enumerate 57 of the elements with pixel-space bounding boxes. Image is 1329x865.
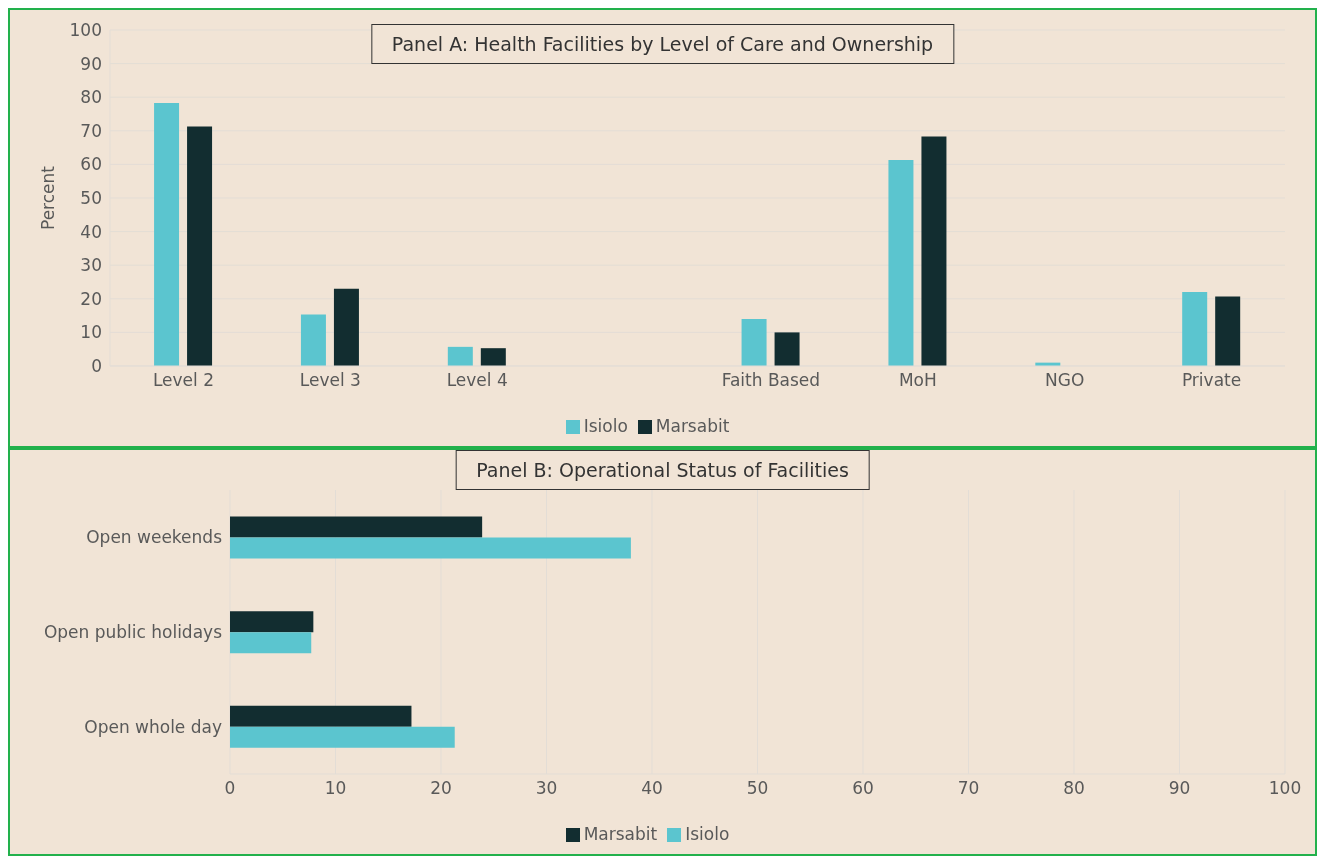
- x-tick-label: 50: [746, 778, 769, 799]
- x-tick-label: 90: [1168, 778, 1191, 799]
- legend-label: Marsabit: [655, 416, 730, 436]
- y-tick-label: 30: [80, 255, 102, 276]
- y-tick-label: 80: [80, 87, 102, 108]
- y-tick-label: 60: [80, 154, 102, 175]
- bar: [1215, 296, 1241, 366]
- legend-label: Marsabit: [583, 824, 658, 844]
- x-tick-label: Level 2: [152, 370, 214, 391]
- x-tick-label: 20: [430, 778, 452, 799]
- x-tick-label: 10: [324, 778, 347, 799]
- bar: [230, 537, 631, 559]
- bar: [230, 516, 483, 538]
- y-tick-label: Open whole day: [84, 716, 222, 737]
- x-tick-label: Private: [1181, 370, 1242, 391]
- bar: [480, 348, 506, 366]
- y-tick-label: Open public holidays: [43, 622, 223, 643]
- y-tick-label: Open weekends: [86, 527, 223, 548]
- bar: [333, 288, 359, 366]
- y-tick-label: 40: [80, 221, 102, 242]
- bar: [921, 136, 947, 366]
- legend-label: Isiolo: [685, 824, 730, 844]
- x-tick-label: 70: [957, 778, 980, 799]
- bar: [888, 160, 914, 366]
- bar: [447, 346, 473, 366]
- y-tick-label: 50: [80, 188, 102, 209]
- y-tick-label: 70: [80, 120, 102, 141]
- bar: [774, 332, 800, 366]
- y-tick-label: 90: [80, 53, 102, 74]
- x-tick-label: 100: [1268, 778, 1302, 799]
- bar: [230, 611, 314, 633]
- bar: [741, 318, 767, 366]
- bar: [187, 126, 213, 366]
- x-tick-label: 0: [224, 778, 236, 799]
- legend-label: Isiolo: [583, 416, 628, 436]
- bar: [230, 726, 455, 748]
- x-tick-label: Level 4: [446, 370, 508, 391]
- x-tick-label: 30: [535, 778, 558, 799]
- y-tick-label: 20: [80, 288, 102, 309]
- x-tick-label: Level 3: [299, 370, 361, 391]
- y-tick-label: 10: [80, 322, 102, 343]
- bar: [154, 102, 180, 366]
- y-tick-label: 100: [69, 20, 102, 41]
- x-tick-label: 60: [852, 778, 874, 799]
- x-tick-label: 80: [1063, 778, 1085, 799]
- bar: [1182, 292, 1208, 366]
- x-tick-label: MoH: [898, 370, 937, 391]
- chart-title: Panel A: Health Facilities by Level of Care and Ownership: [370, 24, 955, 64]
- x-tick-label: Faith Based: [721, 370, 821, 391]
- chart-title: Panel B: Operational Status of Facilities: [455, 450, 870, 490]
- x-tick-label: NGO: [1045, 370, 1085, 391]
- bar: [230, 705, 412, 727]
- bar: [230, 632, 312, 654]
- y-axis-title: Percent: [38, 165, 59, 230]
- y-tick-label: 0: [91, 356, 102, 377]
- x-tick-label: 40: [641, 778, 663, 799]
- bar: [300, 314, 326, 366]
